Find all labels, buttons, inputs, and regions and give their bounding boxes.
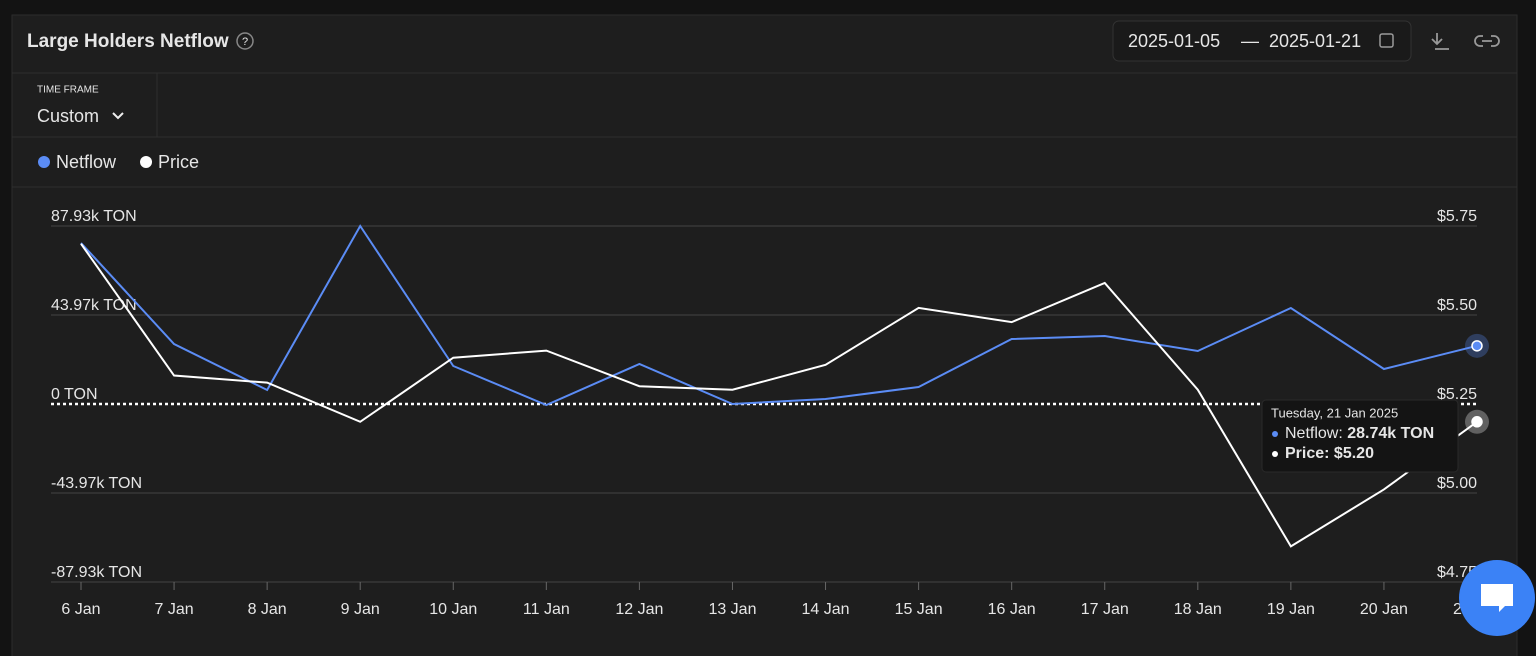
plot: Netflow Price 87.93k TON 43.97k TON 0 TON -43… [38, 152, 1501, 618]
y-tick-label: 0 TON [51, 386, 98, 403]
y-tick-label: 43.97k TON [51, 297, 137, 314]
tooltip-price: Price: $5.20 [1285, 445, 1374, 462]
y-tick-label: -87.93k TON [51, 564, 142, 581]
date-from: 2025-01-05 [1128, 31, 1220, 51]
x-tick-label: 16 Jan [988, 601, 1036, 618]
hover-point [1471, 416, 1483, 428]
x-tick-label: 18 Jan [1174, 601, 1222, 618]
legend-dot [38, 156, 50, 168]
legend-label: Netflow [56, 152, 117, 172]
date-picker[interactable] [1112, 20, 1412, 62]
y2-tick-label: $5.25 [1437, 386, 1477, 403]
x-tick-label: 10 Jan [429, 601, 477, 618]
x-tick-label: 13 Jan [708, 601, 756, 618]
y2-tick-label: $5.75 [1437, 208, 1477, 225]
y2-tick-label: $5.50 [1437, 297, 1477, 314]
legend-label: Price [158, 152, 199, 172]
tooltip-netflow: Netflow: 28.74k TON [1285, 425, 1434, 442]
help-icon[interactable] [236, 32, 254, 50]
panel-bg [11, 14, 1518, 656]
x-tick-label: 6 Jan [61, 601, 100, 618]
x-tick-label: 7 Jan [154, 601, 193, 618]
x-tick-label: 14 Jan [802, 601, 850, 618]
tooltip-date: Tuesday, 21 Jan 2025 [1271, 405, 1398, 420]
title: Large Holders Netflow [27, 31, 229, 52]
y2-tick-label: $5.00 [1437, 475, 1477, 492]
x-tick-label: 20 Jan [1360, 601, 1408, 618]
tooltip: Tuesday, 21 Jan 2025 Netflow: 28.74k TON… [1261, 399, 1459, 473]
tooltip-dot [1272, 451, 1278, 457]
dropdown-arrow[interactable] [112, 112, 124, 120]
help-icon-mark: ? [242, 36, 248, 48]
x-tick-label: 9 Jan [341, 601, 380, 618]
download-icon[interactable] [1431, 33, 1449, 50]
x-tick-label: 12 Jan [615, 601, 663, 618]
hover-point [1471, 340, 1483, 352]
x-tick-label: 19 Jan [1267, 601, 1315, 618]
tooltip-price-label: Price: [1285, 445, 1329, 462]
date-separator: — [1241, 31, 1259, 51]
x-tick-label: 11 Jan [523, 601, 570, 618]
x-tick-label: 15 Jan [895, 601, 943, 618]
y-tick-label: 87.93k TON [51, 208, 137, 225]
tooltip-netflow-label: Netflow: [1285, 425, 1343, 442]
y-tick-label: -43.97k TON [51, 475, 142, 492]
x-tick-label: 17 Jan [1081, 601, 1129, 618]
link-icon[interactable] [1474, 35, 1500, 47]
legend-dot [140, 156, 153, 168]
time-frame-value[interactable]: Custom [37, 106, 99, 126]
tooltip-netflow-value: 28.74k TON [1347, 425, 1434, 442]
series-line [80, 243, 1478, 548]
tooltip-price-value: $5.20 [1334, 445, 1374, 462]
series-line [80, 224, 1478, 407]
chat-icon [1481, 584, 1513, 612]
date-to: 2025-01-21 [1269, 31, 1361, 51]
x-tick-label: 8 Jan [248, 601, 287, 618]
tooltip-bg [1261, 399, 1459, 473]
tooltip-dot [1272, 431, 1278, 437]
time-frame-label: TIME FRAME [37, 85, 99, 96]
calendar-icon[interactable] [1379, 33, 1394, 48]
